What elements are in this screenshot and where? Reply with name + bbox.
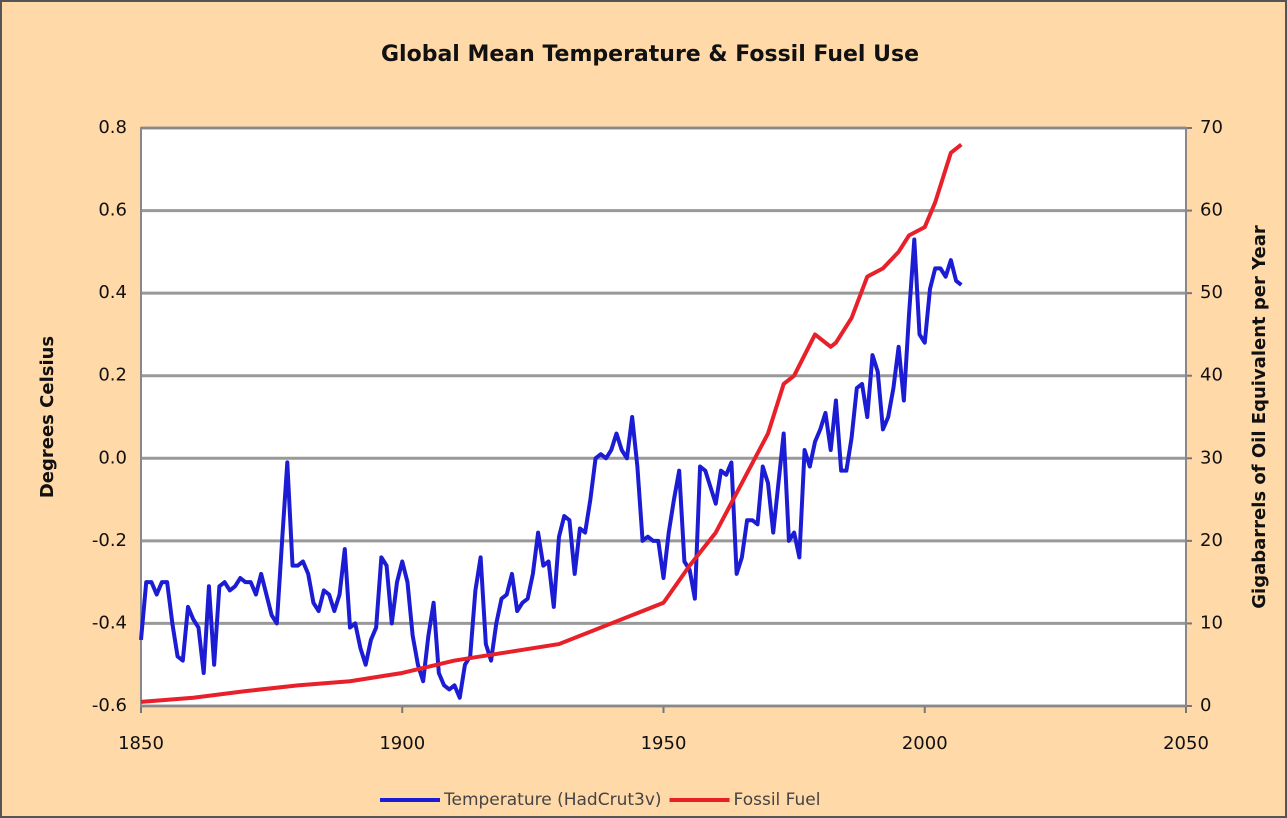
x-tick-label: 2050 xyxy=(1163,733,1209,754)
y-tick-label: 0.6 xyxy=(98,200,127,221)
plot-border xyxy=(140,127,1187,707)
y2-tick-label: 70 xyxy=(1200,117,1223,138)
y2-tick-label: 40 xyxy=(1200,365,1223,386)
y2-tick-label: 0 xyxy=(1200,695,1211,716)
y-tick-label: -0.2 xyxy=(92,530,127,551)
y-tick-label: 0.4 xyxy=(98,282,127,303)
y2-tick-label: 10 xyxy=(1200,612,1223,633)
plot-area xyxy=(141,128,1186,706)
y-tick-label: -0.4 xyxy=(92,612,127,633)
x-tick-label: 1900 xyxy=(379,733,425,754)
y2-tick-label: 20 xyxy=(1200,530,1223,551)
x-tick-label: 1850 xyxy=(118,733,164,754)
y2-axis-label: Gigabarrels of Oil Equivalent per Year xyxy=(1249,225,1270,609)
y-tick-label: -0.6 xyxy=(92,695,127,716)
legend-label: Temperature (HadCrut3v) xyxy=(443,790,662,810)
y-tick-label: 0.2 xyxy=(98,365,127,386)
x-tick-label: 2000 xyxy=(902,733,948,754)
chart-title: Global Mean Temperature & Fossil Fuel Us… xyxy=(381,42,919,67)
series-line xyxy=(139,237,963,700)
legend-label: Fossil Fuel xyxy=(734,790,821,810)
y2-tick-label: 50 xyxy=(1200,282,1223,303)
y2-tick-label: 60 xyxy=(1200,200,1223,221)
y-tick-label: 0.8 xyxy=(98,117,127,138)
series-line xyxy=(140,142,963,704)
y-axis-label: Degrees Celsius xyxy=(37,336,58,498)
y2-tick-label: 30 xyxy=(1200,447,1223,468)
x-tick-label: 1950 xyxy=(641,733,687,754)
y-tick-label: 0.0 xyxy=(98,447,127,468)
